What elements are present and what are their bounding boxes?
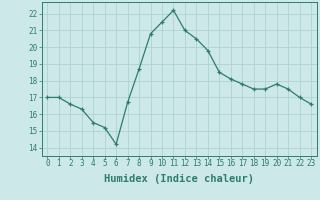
X-axis label: Humidex (Indice chaleur): Humidex (Indice chaleur) [104,174,254,184]
